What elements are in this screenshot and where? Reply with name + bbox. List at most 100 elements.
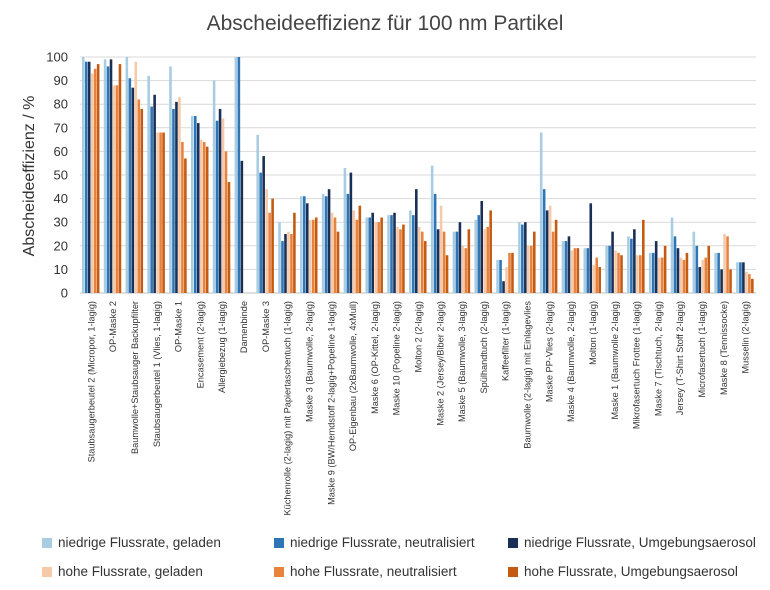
x-tick-label: OP-Eigenbau (2xBaumwolle, 4xMull) bbox=[348, 301, 358, 451]
x-tick-labels: Staubsaugerbeutel 2 (Micropor, 1-lagig) O… bbox=[86, 301, 750, 516]
x-tick-label: Allergiebezug (1-lagig) bbox=[217, 301, 227, 393]
bar bbox=[614, 250, 617, 293]
bar bbox=[271, 198, 274, 293]
bar bbox=[452, 231, 456, 293]
x-tick-label: OP-Maske 2 bbox=[108, 301, 118, 352]
bar bbox=[742, 262, 745, 293]
y-tick-label: 90 bbox=[54, 73, 68, 88]
bar bbox=[657, 257, 661, 293]
bar bbox=[736, 262, 739, 293]
bar bbox=[648, 252, 652, 293]
bar bbox=[300, 196, 303, 293]
bar bbox=[128, 78, 132, 294]
bar bbox=[190, 116, 194, 293]
y-tick-label: 100 bbox=[46, 50, 68, 65]
bar bbox=[502, 281, 505, 293]
bar bbox=[134, 61, 138, 293]
bar bbox=[87, 61, 91, 293]
bar bbox=[511, 252, 514, 293]
x-tick-label: Maske 1 (Baumwolle 2-lagig) bbox=[610, 301, 620, 419]
bar bbox=[717, 252, 720, 293]
bar bbox=[224, 151, 228, 293]
chart-title: Abscheideeffizienz für 100 nm Partikel bbox=[207, 12, 564, 35]
bar bbox=[521, 224, 524, 293]
bar bbox=[436, 229, 440, 293]
bar bbox=[150, 106, 153, 293]
bar bbox=[259, 172, 262, 293]
bar bbox=[439, 205, 443, 293]
bar bbox=[751, 278, 754, 293]
bar bbox=[480, 200, 484, 293]
bar bbox=[561, 241, 565, 293]
bar bbox=[445, 255, 449, 293]
bar bbox=[567, 236, 571, 293]
bar bbox=[290, 234, 293, 293]
bar bbox=[336, 231, 340, 293]
bar bbox=[380, 217, 383, 293]
bar bbox=[333, 217, 337, 293]
bar bbox=[483, 229, 486, 293]
x-tick-label: Küchenrolle (2-lagig) mit Papiertaschent… bbox=[283, 301, 293, 515]
bars bbox=[81, 57, 754, 294]
bar bbox=[545, 210, 549, 293]
bar bbox=[433, 193, 437, 293]
y-tick-label: 40 bbox=[54, 191, 68, 206]
bar bbox=[739, 262, 742, 293]
x-tick-label: Maske 9 (BW/Hemdstoff 2-lagig+Popeline 1… bbox=[326, 301, 336, 505]
y-tick-label: 10 bbox=[54, 262, 68, 277]
bar bbox=[714, 252, 717, 293]
bar bbox=[704, 257, 708, 293]
bar bbox=[278, 222, 281, 293]
bar bbox=[642, 219, 645, 293]
x-tick-label: Maske 3 (Baumwolle, 2-lagig) bbox=[304, 301, 314, 422]
bar bbox=[701, 259, 705, 293]
bar bbox=[518, 222, 521, 293]
bar bbox=[137, 99, 141, 293]
bar bbox=[178, 97, 181, 294]
x-tick-label: Maske 8 (Tennissocke) bbox=[719, 301, 729, 395]
bar bbox=[93, 68, 97, 293]
bar bbox=[673, 236, 677, 293]
bar bbox=[399, 229, 402, 293]
bar bbox=[723, 234, 726, 293]
bar bbox=[112, 85, 116, 293]
bar bbox=[169, 66, 172, 293]
bar bbox=[153, 94, 156, 293]
bar bbox=[542, 189, 546, 293]
x-tick-label: Maske 5 (Baumwolle, 3-lagig) bbox=[457, 301, 467, 422]
bar bbox=[627, 236, 630, 293]
bar bbox=[181, 141, 184, 293]
bar bbox=[234, 57, 238, 293]
bar bbox=[330, 212, 334, 293]
x-tick-label: Maske 6 (OP-Kittel, 2-lagig) bbox=[370, 301, 380, 414]
bar bbox=[486, 226, 489, 293]
x-tick-label: Staubsaugerbeutel 2 (Micropor, 1-lagig) bbox=[86, 301, 96, 462]
bar bbox=[474, 219, 478, 293]
bar bbox=[608, 245, 611, 293]
bar bbox=[131, 87, 135, 294]
bar bbox=[81, 57, 85, 293]
bar bbox=[592, 264, 596, 293]
bar bbox=[281, 241, 284, 293]
bar bbox=[461, 245, 465, 293]
bar bbox=[583, 248, 587, 293]
y-tick-label: 70 bbox=[54, 120, 68, 135]
bar bbox=[125, 57, 129, 293]
bar bbox=[221, 118, 225, 293]
bar bbox=[256, 134, 259, 293]
bar bbox=[477, 215, 481, 293]
bar bbox=[109, 59, 113, 293]
bar bbox=[199, 139, 203, 293]
x-tick-label: Kaffeefilter (1-lagig) bbox=[501, 301, 511, 381]
bar bbox=[620, 255, 623, 293]
x-tick-label: Musselin (2-lagig) bbox=[741, 301, 751, 374]
bar bbox=[284, 234, 287, 293]
bar bbox=[402, 224, 405, 293]
bar bbox=[458, 222, 462, 293]
bar bbox=[352, 210, 356, 293]
bar bbox=[140, 108, 144, 293]
bar bbox=[663, 245, 667, 293]
y-tick-label: 80 bbox=[54, 97, 68, 112]
bar bbox=[227, 182, 231, 293]
bar bbox=[346, 193, 350, 293]
